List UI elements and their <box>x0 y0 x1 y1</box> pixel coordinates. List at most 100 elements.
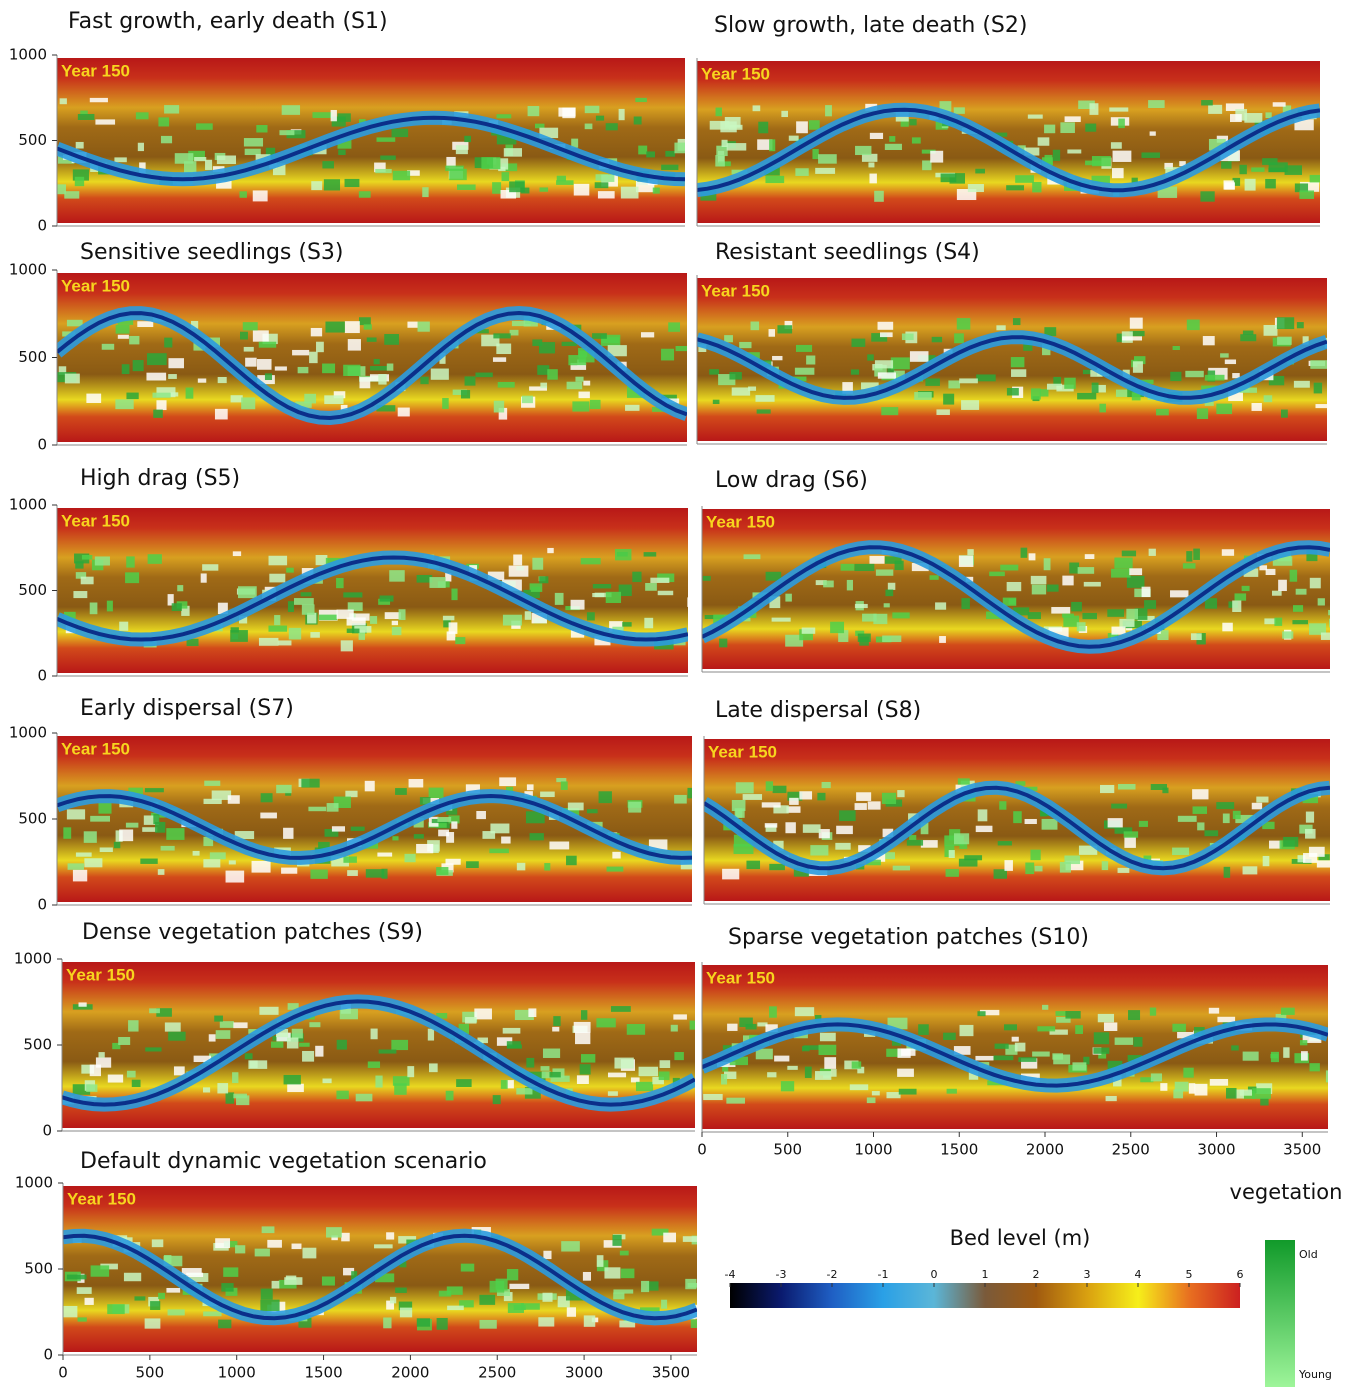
vegetation-patch <box>683 1236 698 1242</box>
vegetation-patch <box>676 346 689 351</box>
vegetation-patch <box>1111 804 1127 809</box>
vegetation-patch <box>262 1226 275 1233</box>
vegetation-patch <box>839 810 856 821</box>
vegetation-patch <box>84 858 102 867</box>
vegetation-patch <box>166 828 184 840</box>
vegetation-patch <box>337 1040 347 1050</box>
vegetation-bar <box>1265 1240 1295 1387</box>
x-tick-label: 2500 <box>1112 1141 1150 1159</box>
vegetation-patch <box>665 151 675 157</box>
vegetation-patch <box>650 578 669 583</box>
vegetation-patch <box>311 181 322 190</box>
map <box>697 61 1332 223</box>
vegetation-patch <box>449 622 458 634</box>
vegetation-patch <box>437 817 451 822</box>
vegetation-patch <box>311 328 322 336</box>
vegetation-patch <box>1328 610 1346 615</box>
vegetation-patch <box>81 577 94 585</box>
vegetation-patch <box>244 138 263 146</box>
vegetation-patch <box>674 1052 684 1060</box>
map <box>57 273 688 442</box>
vegetation-patch <box>77 1287 92 1294</box>
vegetation-patch <box>876 569 893 575</box>
vegetation-patch <box>256 125 267 132</box>
vegetation-patch <box>364 324 372 329</box>
vegetation-patch <box>476 811 486 819</box>
vegetation-patch <box>326 1227 342 1237</box>
year-label: Year 150 <box>706 968 775 987</box>
vegetation-patch <box>399 609 406 620</box>
vegetation-patch <box>393 171 410 180</box>
y-tick-label: 500 <box>18 348 47 366</box>
vegetation-patch <box>409 779 424 787</box>
vegetation-patch <box>781 1081 794 1091</box>
vegetation-patch <box>127 1071 136 1078</box>
vegetation-patch <box>1015 175 1034 183</box>
vegetation-patch <box>1252 1088 1271 1099</box>
vegetation-patch <box>907 840 923 846</box>
vegetation-patch <box>1128 1010 1140 1020</box>
colorbar-title: Bed level (m) <box>950 1226 1091 1250</box>
vegetation-patch <box>156 400 166 410</box>
vegetation-patch <box>758 122 768 134</box>
vegetation-patch <box>830 622 844 633</box>
vegetation-patch <box>78 1002 86 1006</box>
vegetation-patch <box>1326 1070 1341 1082</box>
vegetation-patch <box>1051 607 1070 614</box>
vegetation-patch <box>442 398 449 409</box>
vegetation-patch <box>1191 633 1202 640</box>
vegetation-patch <box>1186 551 1192 561</box>
vegetation-patch <box>819 1045 837 1055</box>
vegetation-patch <box>145 1047 161 1051</box>
vegetation-patch <box>1310 360 1328 369</box>
vegetation-patch <box>1173 346 1180 350</box>
year-label: Year 150 <box>61 739 130 758</box>
vegetation-patch <box>1170 372 1181 381</box>
map <box>57 58 697 223</box>
vegetation-patch <box>713 400 720 404</box>
vegetation-patch <box>959 1025 973 1036</box>
vegetation-patch <box>852 1061 862 1068</box>
vegetation-patch <box>431 369 449 380</box>
vegetation-patch <box>1150 1008 1156 1016</box>
vegetation-patch <box>961 400 979 410</box>
vegetation-patch <box>368 1061 380 1067</box>
vegetation-patch <box>1060 862 1071 873</box>
vegetation-patch <box>343 856 356 862</box>
vegetation-patch <box>474 1008 492 1019</box>
vegetation-patch <box>885 852 895 859</box>
y-tick-label: 1000 <box>15 1174 53 1192</box>
vegetation-patch <box>302 1051 314 1062</box>
y-tick-label: 0 <box>42 1122 52 1140</box>
vegetation-patch <box>538 1317 554 1326</box>
vegetation-patch <box>882 793 896 804</box>
vegetation-patch <box>978 809 988 821</box>
vegetation-patch <box>757 409 771 413</box>
vegetation-patch <box>641 1281 649 1292</box>
vegetation-patch <box>606 123 618 130</box>
vegetation-patch <box>1107 609 1124 617</box>
vegetation-patch <box>416 844 433 853</box>
vegetation-patch <box>253 190 268 201</box>
vegetation-patch <box>530 833 544 840</box>
vegetation-patch <box>233 1022 247 1028</box>
year-label: Year 150 <box>61 511 130 530</box>
colorbar-tick-label: -4 <box>725 1268 736 1281</box>
vegetation-patch <box>1208 105 1222 114</box>
vegetation-patch <box>1222 623 1233 632</box>
vegetation-patch <box>825 105 832 116</box>
vegetation-patch <box>868 801 881 809</box>
vegetation-patch <box>831 1069 837 1077</box>
vegetation-patch <box>1216 404 1232 414</box>
vegetation-patch <box>796 345 812 352</box>
vegetation-patch <box>596 1018 615 1027</box>
vegetation-patch <box>341 1233 349 1242</box>
vegetation-patch <box>1013 318 1020 325</box>
map <box>63 1186 709 1352</box>
x-tick-label: 500 <box>773 1141 802 1159</box>
panel-title: Low drag (S6) <box>715 468 868 493</box>
vegetation-patch <box>387 363 394 370</box>
vegetation-patch <box>389 570 404 582</box>
x-tick-label: 1000 <box>854 1141 892 1159</box>
vegetation-patch <box>60 98 67 104</box>
